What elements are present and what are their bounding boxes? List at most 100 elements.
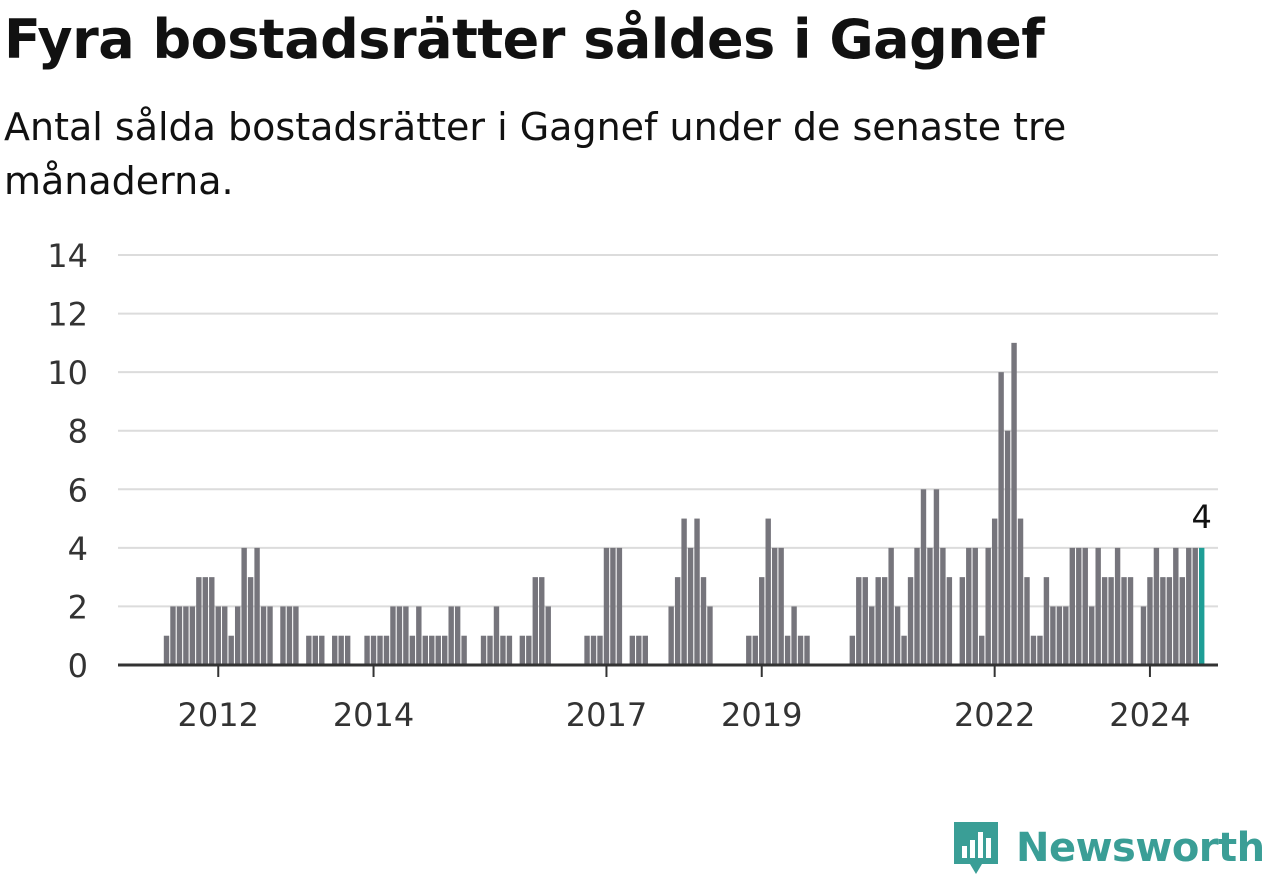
gridlines: [118, 254, 1218, 608]
bar: [1166, 577, 1173, 665]
bar: [636, 635, 642, 665]
bar: [920, 489, 927, 665]
bar: [681, 518, 687, 665]
bar: [487, 635, 493, 665]
bar: [778, 547, 784, 665]
bar: [674, 577, 681, 665]
bar: [985, 547, 991, 665]
y-tick-label: 2: [68, 588, 88, 626]
bar: [254, 547, 260, 665]
bar: [545, 606, 551, 665]
bar: [338, 635, 344, 665]
bar: [914, 547, 920, 665]
bar: [687, 547, 694, 665]
newsworthy-logo-icon: [954, 822, 998, 874]
bar: [383, 635, 390, 665]
bar-chart: 0 2 4 6 8 10 12 14 2012 2014 2017 2019 2022 2024 4: [47, 237, 1218, 734]
bar: [907, 577, 914, 665]
bar: [1024, 577, 1030, 665]
bar: [1076, 547, 1082, 665]
bar: [241, 547, 247, 665]
y-tick-label: 6: [68, 471, 88, 509]
bar: [293, 606, 299, 665]
bar: [422, 635, 428, 665]
bar: [584, 635, 590, 665]
bar: [1186, 547, 1192, 665]
bar: [1101, 577, 1108, 665]
bar: [222, 606, 228, 665]
bar: [946, 577, 953, 665]
bar: [196, 577, 202, 665]
bar: [1011, 342, 1017, 665]
y-tick-label: 8: [68, 413, 88, 451]
bar: [616, 547, 623, 665]
bar: [435, 635, 441, 665]
bar: [480, 635, 487, 665]
bar: [590, 635, 597, 665]
bar: [332, 635, 338, 665]
bar: [448, 606, 454, 665]
bar: [1192, 547, 1198, 665]
y-tick-label: 14: [47, 237, 88, 275]
bar: [856, 577, 862, 665]
bar: [319, 635, 325, 665]
bar: [442, 635, 448, 665]
bar: [1030, 635, 1037, 665]
bar: [377, 635, 383, 665]
bar: [209, 577, 215, 665]
bar: [539, 577, 545, 665]
bar: [390, 606, 396, 665]
chart-title: Fyra bostadsrätter såldes i Gagnef: [4, 8, 1045, 71]
bar: [694, 518, 700, 665]
bar: [881, 577, 888, 665]
bar: [862, 577, 868, 665]
bar: [493, 606, 500, 665]
bar: [784, 635, 791, 665]
y-tick-label: 10: [47, 354, 88, 392]
bar: [176, 606, 183, 665]
bar: [979, 635, 985, 665]
bar: [1179, 577, 1185, 665]
bar: [771, 547, 778, 665]
bar: [668, 606, 674, 665]
bar: [267, 606, 273, 665]
x-tick-label: 2019: [721, 696, 802, 734]
bar: [1082, 547, 1088, 665]
bar-latest: [1199, 547, 1205, 665]
bar: [280, 606, 286, 665]
bar: [1140, 606, 1147, 665]
bar: [532, 577, 538, 665]
bar: [610, 547, 616, 665]
y-tick-label: 0: [68, 647, 88, 685]
bar: [519, 635, 526, 665]
x-tick-label: 2024: [1109, 696, 1190, 734]
bar: [759, 577, 765, 665]
bar: [707, 606, 713, 665]
bar: [286, 606, 293, 665]
bar: [183, 606, 189, 665]
bar: [260, 606, 267, 665]
bar: [1127, 577, 1134, 665]
x-axis-ticks: 2012 2014 2017 2019 2022 2024: [178, 665, 1191, 734]
bar: [306, 635, 312, 665]
bar: [752, 635, 758, 665]
bar: [1108, 577, 1114, 665]
bar: [959, 577, 966, 665]
bar: [642, 635, 648, 665]
bar: [409, 635, 416, 665]
bar: [526, 635, 532, 665]
bar: [1173, 547, 1179, 665]
bar: [344, 635, 351, 665]
bar: [791, 606, 797, 665]
bar: [461, 635, 467, 665]
bar: [1050, 606, 1056, 665]
bar: [1160, 577, 1166, 665]
bar: [933, 489, 940, 665]
bar: [875, 577, 881, 665]
bar: [1121, 577, 1127, 665]
bar: [189, 606, 196, 665]
bar: [163, 635, 170, 665]
bar: [972, 547, 978, 665]
bar: [940, 547, 946, 665]
bar: [370, 635, 377, 665]
